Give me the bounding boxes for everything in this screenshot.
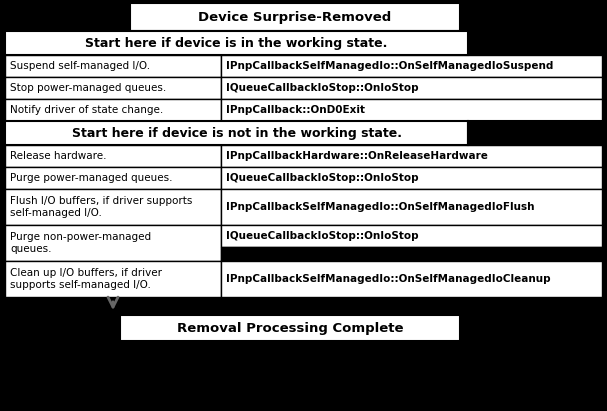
Bar bbox=[221, 145, 602, 167]
Text: Flush I/O buffers, if driver supports
self-managed I/O.: Flush I/O buffers, if driver supports se… bbox=[10, 196, 192, 218]
Bar bbox=[130, 3, 460, 31]
Bar bbox=[5, 55, 221, 77]
Text: Suspend self-managed I/O.: Suspend self-managed I/O. bbox=[10, 61, 150, 71]
Bar bbox=[468, 121, 602, 145]
Text: Device Surprise-Removed: Device Surprise-Removed bbox=[198, 11, 392, 23]
Text: IPnpCallback::OnD0Exit: IPnpCallback::OnD0Exit bbox=[226, 105, 365, 115]
Text: Removal Processing Complete: Removal Processing Complete bbox=[177, 321, 403, 335]
Text: IQueueCallbackIoStop::OnIoStop: IQueueCallbackIoStop::OnIoStop bbox=[226, 173, 419, 183]
Bar bbox=[221, 247, 602, 261]
Bar bbox=[221, 99, 602, 121]
Text: Notify driver of state change.: Notify driver of state change. bbox=[10, 105, 163, 115]
Bar bbox=[5, 99, 221, 121]
Bar bbox=[5, 167, 221, 189]
Text: IQueueCallbackIoStop::OnIoStop: IQueueCallbackIoStop::OnIoStop bbox=[226, 83, 419, 93]
Text: Purge non-power-managed
queues.: Purge non-power-managed queues. bbox=[10, 232, 151, 254]
Bar bbox=[221, 225, 602, 247]
Bar bbox=[5, 77, 221, 99]
Text: IPnpCallbackSelfManagedIo::OnSelfManagedIoSuspend: IPnpCallbackSelfManagedIo::OnSelfManaged… bbox=[226, 61, 554, 71]
Text: Clean up I/O buffers, if driver
supports self-managed I/O.: Clean up I/O buffers, if driver supports… bbox=[10, 268, 162, 290]
Bar bbox=[5, 261, 221, 297]
Bar bbox=[5, 145, 221, 167]
Text: Start here if device is not in the working state.: Start here if device is not in the worki… bbox=[72, 127, 401, 139]
Bar bbox=[5, 31, 468, 55]
Bar bbox=[221, 55, 602, 77]
Bar bbox=[221, 189, 602, 225]
Bar bbox=[221, 77, 602, 99]
Bar bbox=[120, 315, 460, 341]
Text: Release hardware.: Release hardware. bbox=[10, 151, 106, 161]
Bar bbox=[5, 225, 221, 261]
Bar bbox=[5, 121, 468, 145]
Text: IQueueCallbackIoStop::OnIoStop: IQueueCallbackIoStop::OnIoStop bbox=[226, 231, 419, 241]
Bar bbox=[5, 189, 221, 225]
Text: IPnpCallbackSelfManagedIo::OnSelfManagedIoFlush: IPnpCallbackSelfManagedIo::OnSelfManaged… bbox=[226, 202, 535, 212]
Bar bbox=[221, 167, 602, 189]
Text: IPnpCallbackHardware::OnReleaseHardware: IPnpCallbackHardware::OnReleaseHardware bbox=[226, 151, 488, 161]
Text: Purge power-managed queues.: Purge power-managed queues. bbox=[10, 173, 172, 183]
Text: Stop power-managed queues.: Stop power-managed queues. bbox=[10, 83, 166, 93]
Text: IPnpCallbackSelfManagedIo::OnSelfManagedIoCleanup: IPnpCallbackSelfManagedIo::OnSelfManaged… bbox=[226, 274, 551, 284]
Text: Start here if device is in the working state.: Start here if device is in the working s… bbox=[86, 37, 388, 49]
Bar bbox=[221, 261, 602, 297]
